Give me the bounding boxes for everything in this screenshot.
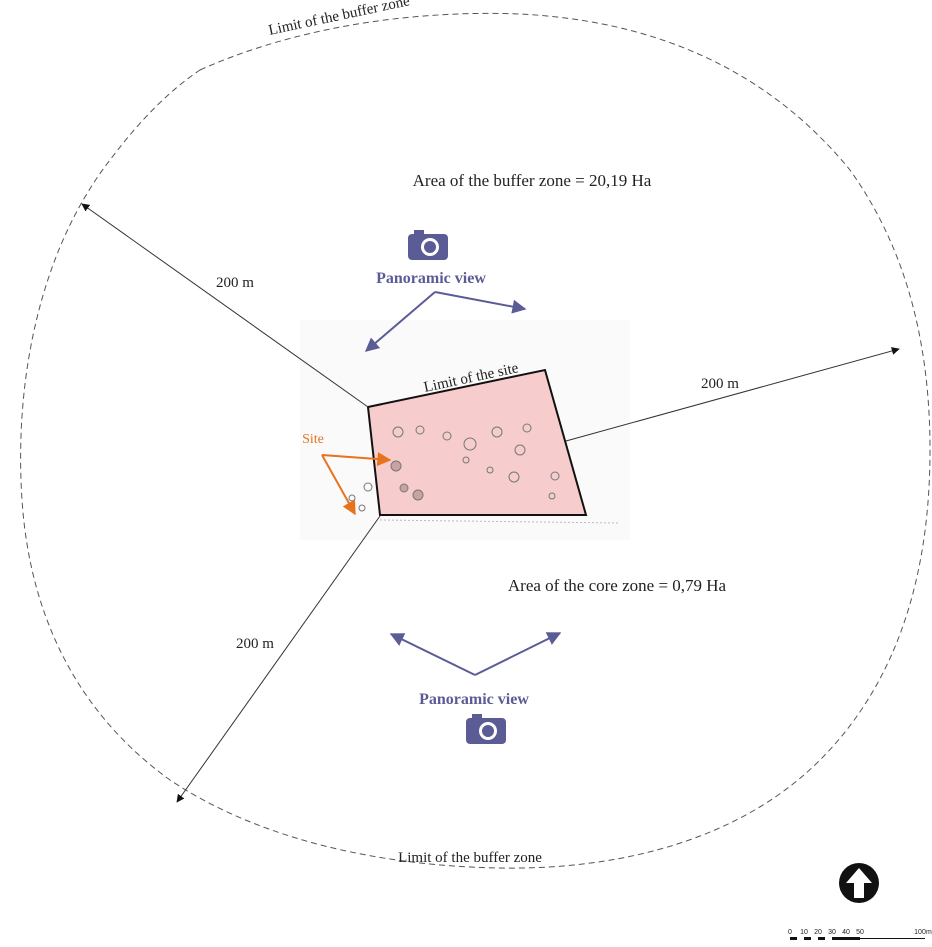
buffer-zone-outline [20, 12, 931, 869]
core-area-label: Area of the core zone = 0,79 Ha [508, 576, 727, 595]
scale-tick-labels: 0 10 20 30 40 50 100 m [788, 929, 932, 936]
buffer-limit-label: Limit of the buffer zone [398, 850, 542, 866]
buffer-area-label: Area of the buffer zone = 20,19 Ha [413, 171, 652, 190]
distance-label: 200 m [236, 636, 274, 652]
scale-bar [790, 937, 925, 940]
scale-tick-label: 100 [914, 929, 926, 936]
buffer-limit-label: Limit of the buffer zone [267, 0, 411, 39]
distance-arrow [565, 347, 900, 442]
scale-tick-label: 0 [788, 929, 792, 936]
site-polygon [366, 368, 588, 516]
panoramic-arrows [364, 291, 562, 676]
scale-tick-label: 30 [828, 929, 836, 936]
scale-tick-label: 50 [856, 929, 864, 936]
panoramic-view-label: Panoramic view [376, 270, 486, 287]
panoramic-view-label: Panoramic view [419, 691, 529, 708]
distance-arrow [176, 515, 381, 803]
site-label: Site [302, 432, 324, 447]
north-arrow [839, 863, 879, 903]
scale-tick-label: 20 [814, 929, 822, 936]
camera-icon [466, 714, 506, 744]
base-line [379, 519, 621, 524]
scale-tick-label: 40 [842, 929, 850, 936]
distance-label: 200 m [216, 275, 254, 291]
scale-tick-label: 10 [800, 929, 808, 936]
scale-unit: m [926, 929, 932, 936]
camera-icon [408, 230, 448, 260]
site-pointer [321, 452, 392, 516]
distance-arrow [81, 203, 369, 408]
distance-label: 200 m [701, 376, 739, 392]
